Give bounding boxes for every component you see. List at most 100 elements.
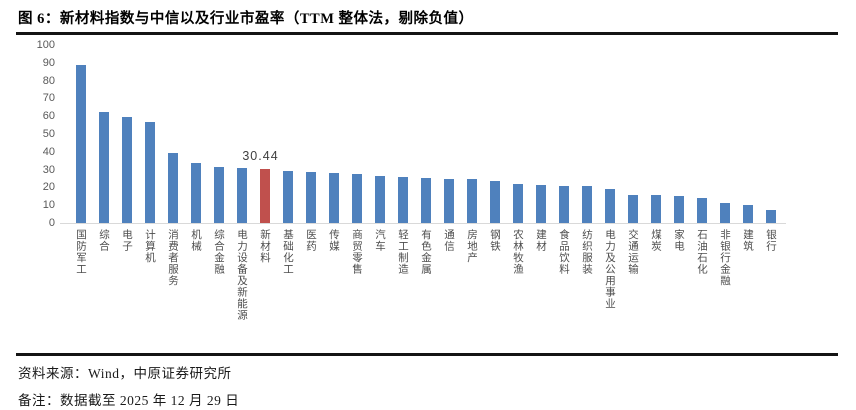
bar-column [506, 45, 529, 223]
bar-column [736, 45, 759, 223]
bar [696, 198, 707, 223]
x-axis-label: 纺织服装 [581, 229, 592, 275]
y-tick-label: 20 [42, 181, 55, 194]
y-tick-label: 60 [42, 110, 55, 123]
bar-column [368, 45, 391, 223]
x-axis-label: 通信 [443, 229, 454, 252]
bar [351, 174, 362, 223]
x-axis-label: 石油石化 [696, 229, 707, 275]
bar-column [575, 45, 598, 223]
x-axis-label: 轻工制造 [397, 229, 408, 275]
bar-column [115, 45, 138, 223]
bar-column [414, 45, 437, 223]
bar-column [345, 45, 368, 223]
bar-column [69, 45, 92, 223]
x-axis-label: 传媒 [328, 229, 339, 252]
y-tick-label: 30 [42, 163, 55, 176]
x-axis-label: 交通运输 [627, 229, 638, 275]
bar [121, 117, 132, 223]
bar-column [230, 45, 253, 223]
bar [512, 183, 523, 223]
y-tick-label: 50 [42, 128, 55, 140]
bar [75, 64, 86, 223]
bar-column [552, 45, 575, 223]
bar-column [483, 45, 506, 223]
y-tick-label: 80 [42, 74, 55, 87]
x-axis-labels: 国防军工 综合 电子 计算机 消费者服务 机械 综合金融 电力设备及新能源 新材料 基础化工 医药传… [69, 229, 782, 321]
bar-column [322, 45, 345, 223]
x-axis-label: 农林牧渔 [512, 229, 523, 275]
title-divider [16, 32, 838, 35]
x-axis-label: 机械 [190, 229, 201, 252]
bar [144, 122, 155, 223]
bar [190, 163, 201, 223]
x-axis-label: 新材料 [259, 229, 270, 264]
x-axis-label: 有色金属 [420, 229, 431, 275]
bar-column [437, 45, 460, 223]
bar-column [276, 45, 299, 223]
bar [650, 195, 661, 223]
bar [374, 175, 385, 223]
x-axis-label: 电力及公用事业 [604, 229, 615, 310]
x-axis-label: 基础化工 [282, 229, 293, 275]
bar-column [759, 45, 782, 223]
x-axis-label: 商贸零售 [351, 229, 362, 275]
y-tick-label: 70 [42, 92, 55, 105]
highlight-value-label: 30.44 [242, 148, 279, 163]
pe-ratio-bar-chart: 0 10 20 30 40 50 60 70 80 90 100 30.44 国防军工 综合 电子 计算机… [0, 35, 856, 353]
bar-column [529, 45, 552, 223]
bar [397, 176, 408, 223]
x-axis-label: 医药 [305, 229, 316, 252]
bar [581, 185, 592, 223]
x-axis-label: 消费者服务 [167, 229, 178, 287]
bar-column [299, 45, 322, 223]
bar-column [460, 45, 483, 223]
bar [558, 185, 569, 223]
bar [328, 173, 339, 223]
bar [420, 177, 431, 223]
bar-column [690, 45, 713, 223]
bar [305, 172, 316, 223]
bar [719, 202, 730, 223]
bar [627, 194, 638, 223]
bar [213, 166, 224, 223]
x-axis-label: 汽车 [374, 229, 385, 252]
bar [765, 209, 776, 223]
bar [466, 179, 477, 223]
y-tick-label: 10 [42, 199, 55, 212]
bar-column [391, 45, 414, 223]
bar-column [644, 45, 667, 223]
bar [673, 196, 684, 223]
bar [282, 170, 293, 223]
x-axis-label: 国防军工 [75, 229, 86, 275]
bar [98, 111, 109, 223]
x-axis-line [60, 223, 786, 224]
x-axis-label: 房地产 [466, 229, 477, 264]
source-line: 资料来源：Wind，中原证券研究所 [18, 366, 232, 381]
highlight-bar [259, 168, 270, 223]
x-axis-label: 钢铁 [489, 229, 500, 252]
bar [489, 181, 500, 223]
bar-column [184, 45, 207, 223]
y-tick-label: 0 [48, 217, 55, 229]
x-axis-label: 建筑 [742, 229, 753, 252]
bar-column [621, 45, 644, 223]
bar-column [713, 45, 736, 223]
bar-column [207, 45, 230, 223]
plot-area: 30.44 [69, 45, 782, 223]
bar-column [161, 45, 184, 223]
x-axis-label: 建材 [535, 229, 546, 252]
bar [535, 184, 546, 223]
note-line: 备注：数据截至 2025 年 12 月 29 日 [18, 393, 240, 408]
bar [443, 178, 454, 223]
x-axis-label: 非银行金融 [719, 229, 730, 287]
bar [167, 152, 178, 223]
bar-column [92, 45, 115, 223]
figure-title: 图 6：新材料指数与中信以及行业市盈率（TTM 整体法，剔除负值） [18, 11, 474, 27]
bar [604, 189, 615, 223]
bar-column [667, 45, 690, 223]
x-axis-label: 煤炭 [650, 229, 661, 252]
x-axis-label: 银行 [765, 229, 776, 252]
footer-divider [16, 353, 838, 356]
